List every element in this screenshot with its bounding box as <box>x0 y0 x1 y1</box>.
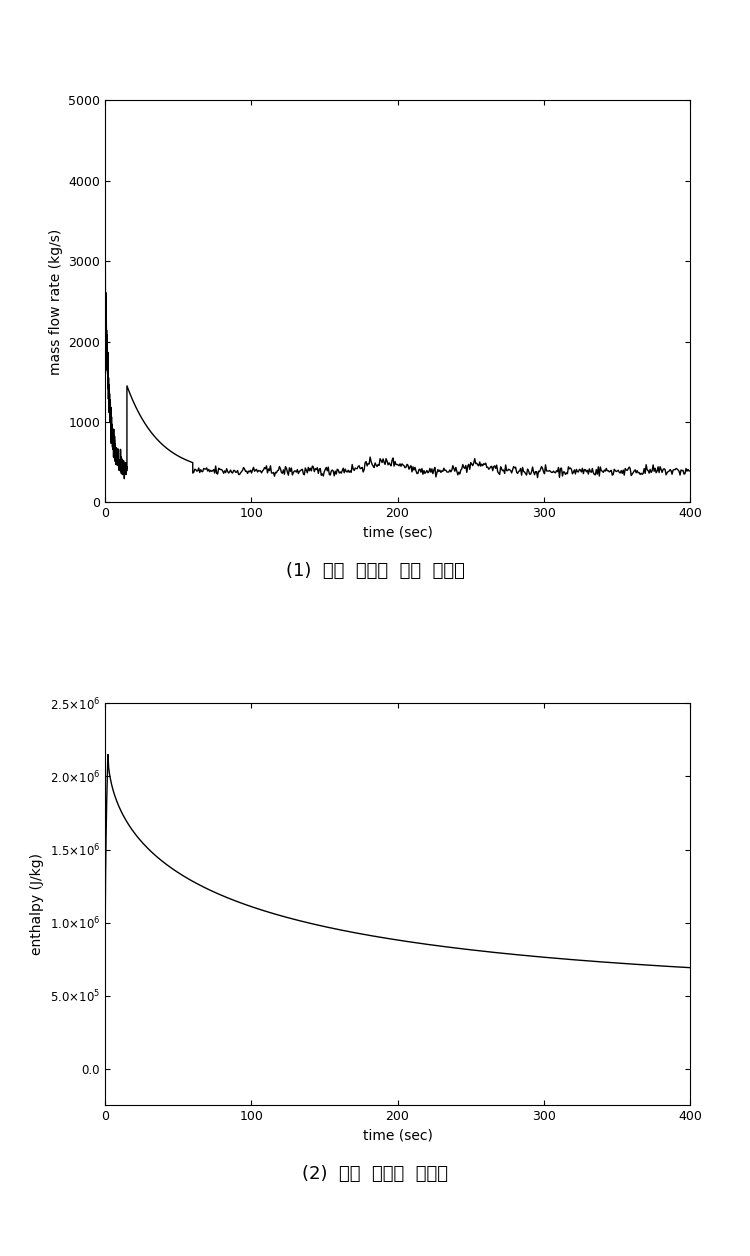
Text: (1)  방출  유량의  질량  방출률: (1) 방출 유량의 질량 방출률 <box>286 563 464 580</box>
Y-axis label: enthalpy (J/kg): enthalpy (J/kg) <box>30 853 44 956</box>
X-axis label: time (sec): time (sec) <box>362 526 433 540</box>
Text: (2)  방출  유량의  엔탈피: (2) 방출 유량의 엔탈피 <box>302 1166 448 1183</box>
Y-axis label: mass flow rate (kg/s): mass flow rate (kg/s) <box>49 229 62 374</box>
X-axis label: time (sec): time (sec) <box>362 1129 433 1143</box>
